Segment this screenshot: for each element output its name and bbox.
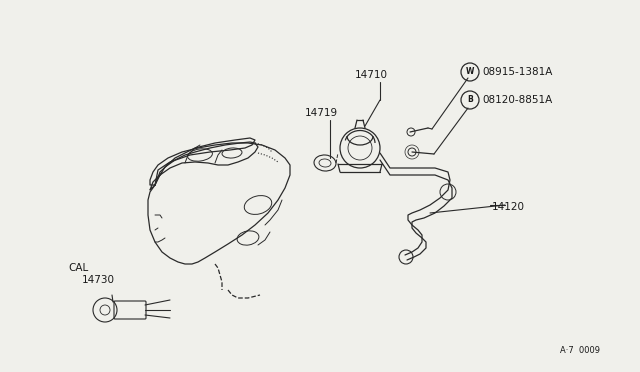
Text: CAL: CAL — [68, 263, 88, 273]
Text: 14710: 14710 — [355, 70, 388, 80]
Text: W: W — [466, 67, 474, 77]
Text: 08120-8851A: 08120-8851A — [482, 95, 552, 105]
Text: A·7  0009: A·7 0009 — [560, 346, 600, 355]
Text: 14730: 14730 — [82, 275, 115, 285]
Text: 14120: 14120 — [492, 202, 525, 212]
Text: B: B — [467, 96, 473, 105]
Text: 14719: 14719 — [305, 108, 338, 118]
Text: 08915-1381A: 08915-1381A — [482, 67, 552, 77]
